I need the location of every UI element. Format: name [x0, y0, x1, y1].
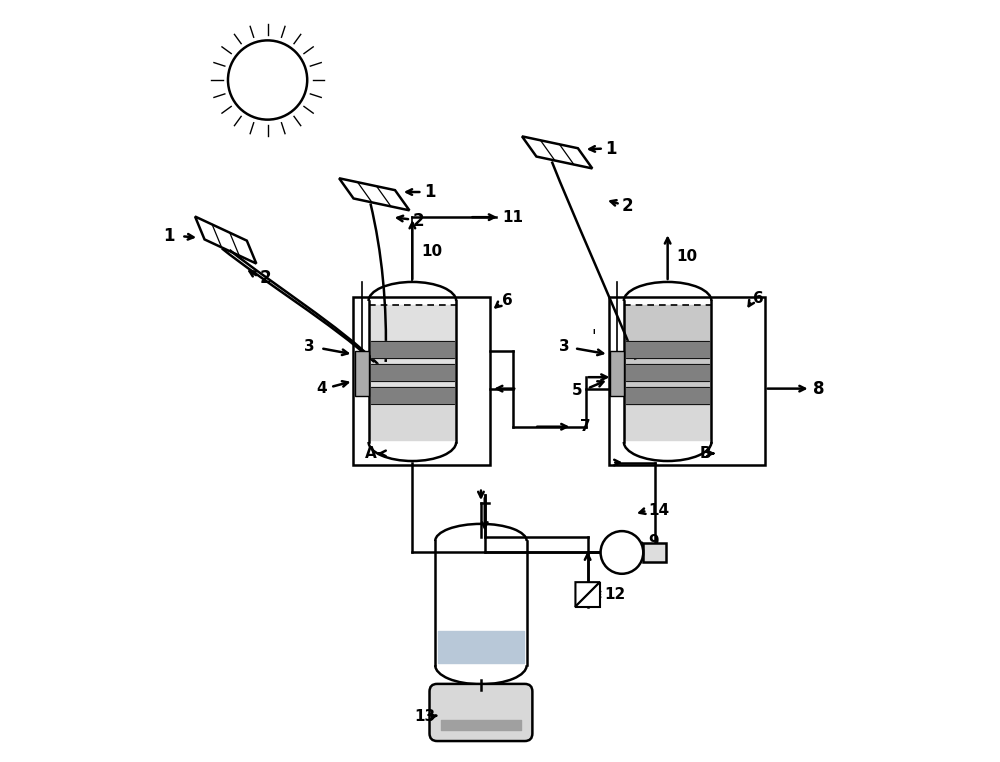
Text: 2: 2: [260, 269, 272, 287]
Text: 11: 11: [502, 210, 523, 225]
Text: 7: 7: [580, 419, 591, 434]
Polygon shape: [575, 582, 600, 607]
Text: A: A: [365, 446, 376, 461]
Text: 6: 6: [753, 291, 764, 306]
Bar: [355, 351, 369, 396]
Polygon shape: [575, 582, 600, 607]
Text: 1: 1: [605, 139, 617, 158]
Text: 5: 5: [572, 383, 583, 398]
Text: M: M: [615, 546, 629, 559]
Bar: [353, 297, 490, 465]
Text: 10: 10: [422, 244, 443, 259]
Text: 10: 10: [677, 249, 698, 264]
Bar: [609, 297, 765, 465]
Text: 3: 3: [559, 339, 570, 354]
Bar: [610, 351, 624, 396]
Text: 14: 14: [649, 503, 670, 518]
Text: 1: 1: [163, 227, 175, 245]
Circle shape: [601, 531, 643, 574]
Text: 12: 12: [604, 587, 626, 602]
Text: ': ': [592, 328, 596, 346]
Text: B: B: [700, 446, 712, 461]
Text: 2: 2: [412, 212, 424, 230]
Text: 4: 4: [317, 381, 327, 396]
Text: 3: 3: [304, 339, 314, 354]
Text: 9: 9: [649, 533, 659, 549]
Text: 8: 8: [813, 379, 824, 398]
Bar: [643, 543, 666, 562]
Text: 13: 13: [414, 709, 435, 724]
Text: 2: 2: [622, 197, 634, 215]
Text: 1: 1: [424, 183, 435, 201]
Text: 6: 6: [502, 293, 513, 309]
FancyBboxPatch shape: [430, 684, 532, 741]
